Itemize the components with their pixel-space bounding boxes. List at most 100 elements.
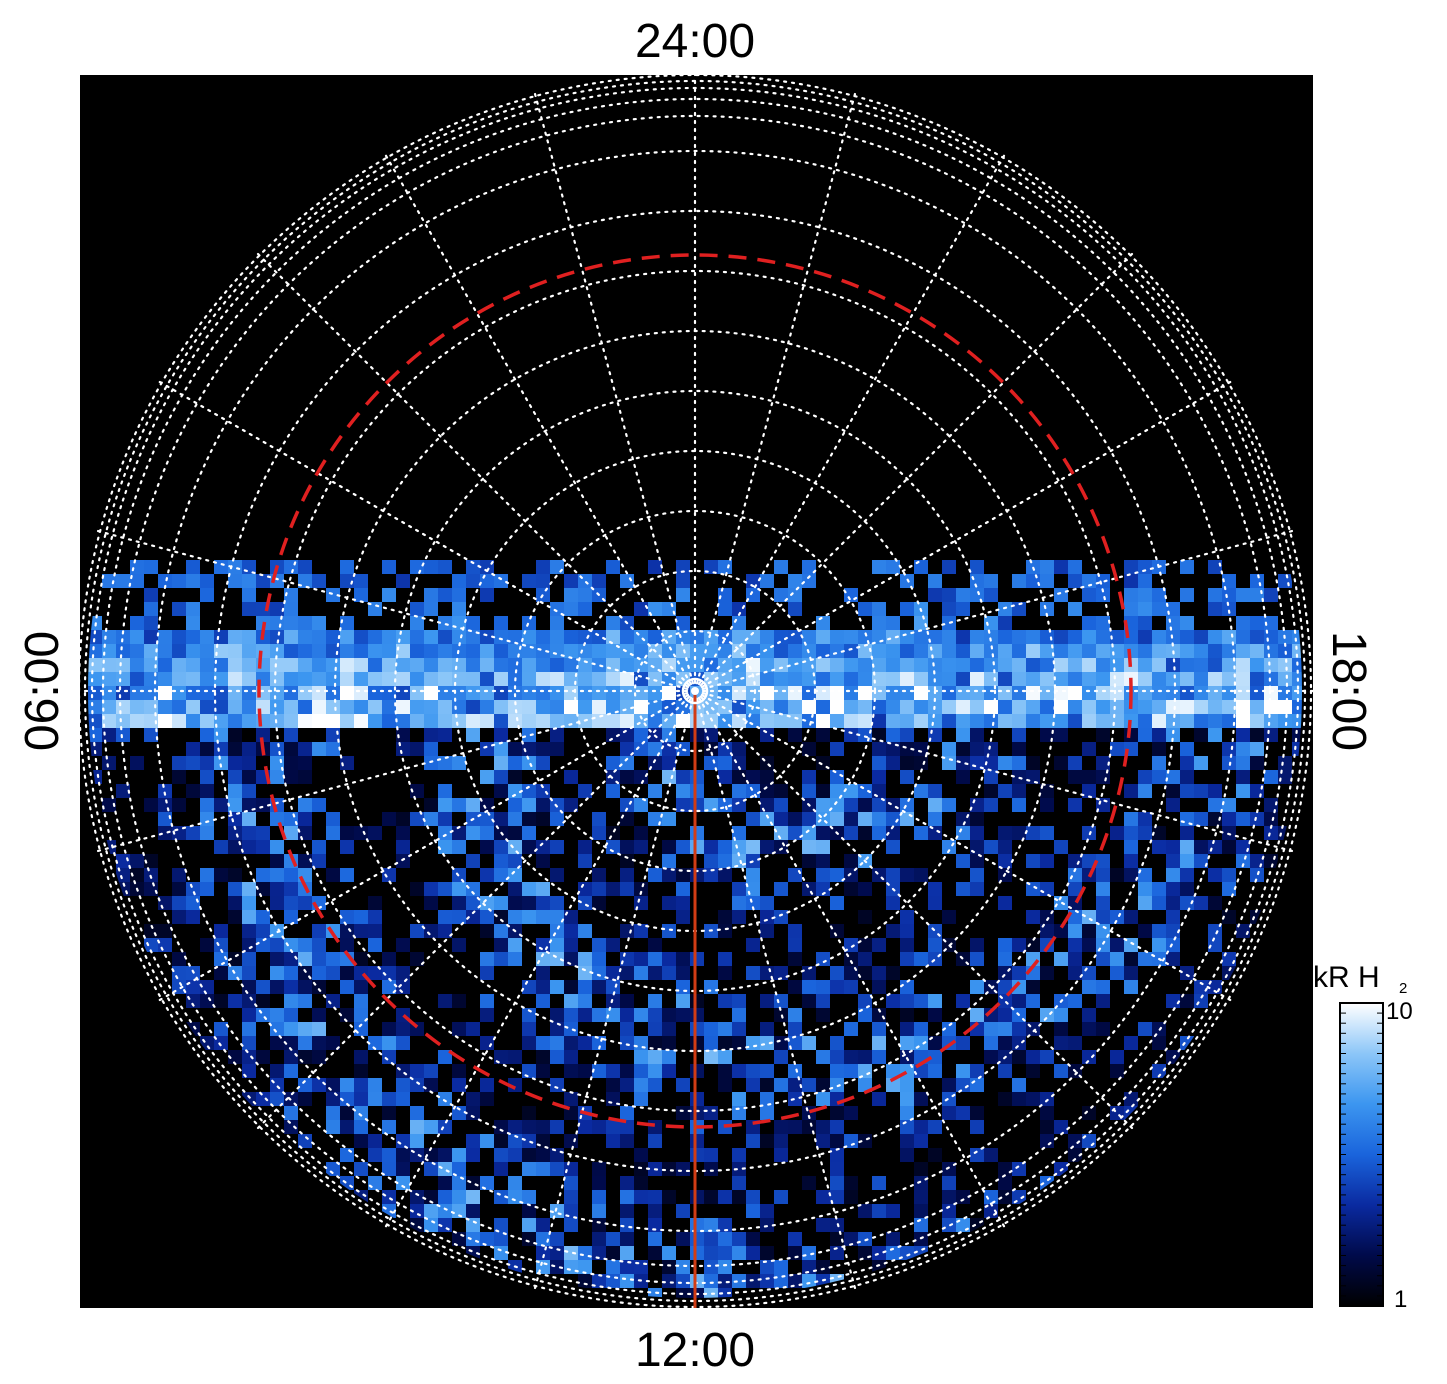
emission-pixel	[844, 1232, 858, 1246]
emission-pixel	[284, 966, 298, 980]
emission-pixel	[214, 1036, 228, 1050]
emission-pixel	[1250, 812, 1264, 826]
emission-pixel	[648, 714, 662, 728]
emission-pixel	[214, 798, 228, 812]
emission-pixel	[942, 1190, 956, 1204]
emission-pixel	[382, 1036, 396, 1050]
emission-pixel	[634, 1064, 648, 1078]
emission-pixel	[984, 742, 998, 756]
emission-pixel	[970, 672, 984, 686]
emission-pixel	[1152, 728, 1166, 742]
emission-pixel	[606, 714, 620, 728]
emission-pixel	[718, 1260, 732, 1274]
emission-pixel	[480, 966, 494, 980]
emission-pixel	[1054, 686, 1068, 700]
emission-pixel	[480, 574, 494, 588]
emission-pixel	[508, 630, 522, 644]
emission-pixel	[1040, 714, 1054, 728]
emission-pixel	[452, 1022, 466, 1036]
emission-pixel	[130, 644, 144, 658]
emission-pixel	[816, 1078, 830, 1092]
emission-pixel	[382, 714, 396, 728]
emission-pixel	[284, 896, 298, 910]
emission-pixel	[802, 826, 816, 840]
emission-pixel	[242, 812, 256, 826]
emission-pixel	[718, 1078, 732, 1092]
emission-pixel	[1236, 756, 1250, 770]
emission-pixel	[158, 812, 172, 826]
emission-pixel	[116, 728, 130, 742]
emission-pixel	[340, 966, 354, 980]
emission-pixel	[620, 742, 634, 756]
emission-pixel	[620, 994, 634, 1008]
emission-pixel	[452, 574, 466, 588]
emission-pixel	[732, 1092, 746, 1106]
emission-pixel	[592, 644, 606, 658]
emission-pixel	[970, 1064, 984, 1078]
emission-pixel	[508, 882, 522, 896]
emission-pixel	[1166, 882, 1180, 896]
emission-pixel	[1222, 868, 1236, 882]
emission-pixel	[620, 1260, 634, 1274]
emission-pixel	[298, 854, 312, 868]
emission-pixel	[746, 1134, 760, 1148]
emission-pixel	[760, 756, 774, 770]
emission-pixel	[130, 658, 144, 672]
emission-pixel	[606, 966, 620, 980]
emission-pixel	[956, 770, 970, 784]
emission-pixel	[564, 658, 578, 672]
emission-pixel	[1054, 658, 1068, 672]
emission-pixel	[830, 1148, 844, 1162]
emission-pixel	[508, 1176, 522, 1190]
emission-pixel	[242, 826, 256, 840]
emission-pixel	[704, 1022, 718, 1036]
emission-pixel	[1292, 714, 1302, 728]
emission-pixel	[1194, 672, 1208, 686]
emission-pixel	[508, 868, 522, 882]
emission-pixel	[1264, 826, 1278, 840]
emission-pixel	[438, 812, 452, 826]
emission-pixel	[508, 1078, 522, 1092]
emission-pixel	[480, 686, 494, 700]
emission-pixel	[522, 574, 536, 588]
emission-pixel	[1012, 672, 1026, 686]
emission-pixel	[648, 1218, 662, 1232]
emission-pixel	[466, 1204, 480, 1218]
emission-pixel	[354, 1092, 368, 1106]
emission-pixel	[200, 630, 214, 644]
emission-pixel	[1208, 784, 1222, 798]
emission-pixel	[564, 574, 578, 588]
emission-pixel	[634, 1176, 648, 1190]
emission-pixel	[690, 798, 704, 812]
emission-pixel	[298, 798, 312, 812]
emission-pixel	[914, 742, 928, 756]
emission-pixel	[606, 938, 620, 952]
emission-pixel	[340, 756, 354, 770]
emission-pixel	[228, 798, 242, 812]
emission-pixel	[914, 994, 928, 1008]
emission-pixel	[830, 1246, 844, 1260]
emission-pixel	[522, 1218, 536, 1232]
emission-pixel	[158, 896, 172, 910]
emission-pixel	[942, 630, 956, 644]
emission-pixel	[1040, 924, 1054, 938]
emission-pixel	[452, 1190, 466, 1204]
emission-pixel	[550, 924, 564, 938]
emission-pixel	[816, 1134, 830, 1148]
emission-pixel	[1012, 658, 1026, 672]
emission-pixel	[1124, 840, 1138, 854]
emission-pixel	[1026, 1050, 1040, 1064]
emission-pixel	[970, 630, 984, 644]
emission-pixel	[998, 980, 1012, 994]
emission-pixel	[550, 700, 564, 714]
emission-pixel	[242, 896, 256, 910]
emission-pixel	[620, 1022, 634, 1036]
emission-pixel	[1180, 742, 1194, 756]
emission-pixel	[1292, 630, 1302, 644]
emission-pixel	[396, 700, 410, 714]
emission-pixel	[1222, 602, 1236, 616]
emission-pixel	[1096, 854, 1110, 868]
emission-pixel	[704, 560, 718, 574]
emission-pixel	[550, 616, 564, 630]
emission-pixel	[186, 686, 200, 700]
